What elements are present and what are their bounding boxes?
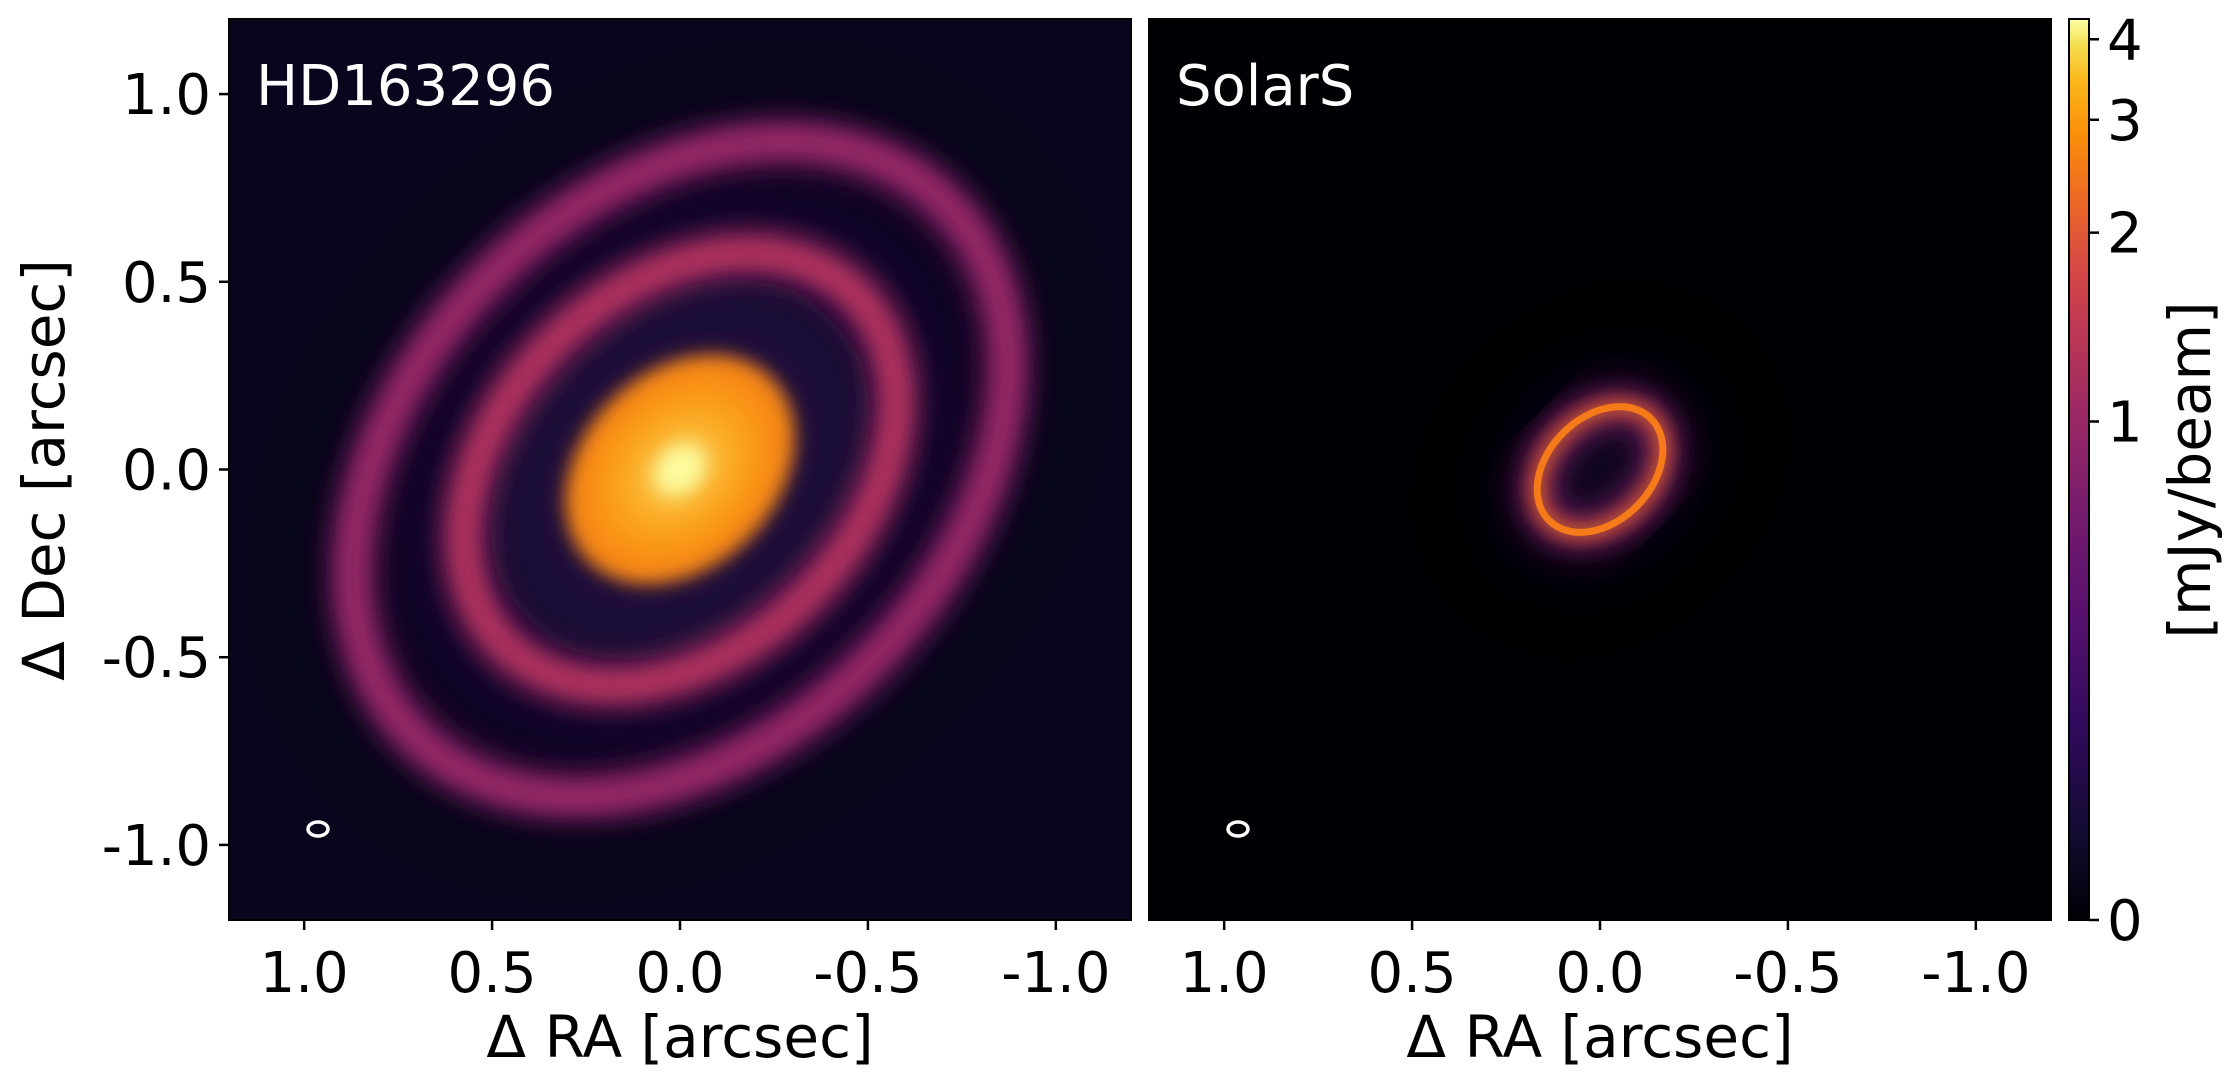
y-tick-label: 0.5 xyxy=(122,251,211,316)
x-tick-label: 0.5 xyxy=(448,941,537,1006)
x-tick-label: 1.0 xyxy=(260,941,349,1006)
plot-frame xyxy=(228,18,1132,921)
colorbar-tick-label: 3 xyxy=(2107,89,2143,154)
colorbar-tick-label: 4 xyxy=(2107,8,2143,73)
y-tick-label: 1.0 xyxy=(122,63,211,128)
panel-title-left: HD163296 xyxy=(256,54,555,119)
disk-image-left xyxy=(265,55,1095,884)
x-tick-label: -0.5 xyxy=(813,941,922,1006)
colorbar-label: [mJy/beam] xyxy=(2156,301,2224,638)
outer-ring-core xyxy=(343,132,1017,807)
panel-right: SolarS xyxy=(1149,19,2051,920)
y-tick-label: -1.0 xyxy=(102,814,211,879)
middle-ring-core xyxy=(455,245,905,694)
ring-core xyxy=(1533,403,1667,536)
x-tick-label: -1.0 xyxy=(1921,941,2030,1006)
colorbar-tick-label: 0 xyxy=(2107,889,2143,954)
panel-title-right: SolarS xyxy=(1176,54,1354,119)
x-axis-label-left: Δ RA [arcsec] xyxy=(486,1003,873,1071)
x-tick-label: -0.5 xyxy=(1733,941,1842,1006)
colorbar-tick-label: 2 xyxy=(2107,202,2143,267)
colorbar-ticks: 0 1 2 3 4 xyxy=(2089,8,2143,954)
plot-frame xyxy=(1148,18,2052,921)
faint-halo xyxy=(1468,337,1732,602)
x-tick-label: 0.0 xyxy=(1555,941,1644,1006)
colorbar-tick-label: 1 xyxy=(2107,390,2143,455)
center-spot xyxy=(656,446,704,493)
colorbar-gradient xyxy=(2068,18,2090,921)
x-tick-label: 0.5 xyxy=(1368,941,1457,1006)
x-axis-label-right: Δ RA [arcsec] xyxy=(1406,1003,1793,1071)
beam-left xyxy=(306,820,330,838)
panel-left: HD163296 xyxy=(229,19,1131,920)
beam-right xyxy=(1226,820,1250,838)
y-tick-label: 0.0 xyxy=(122,439,211,504)
axes: 1.0 0.5 0.0 -0.5 -1.0 1.0 0.5 0.0 -0.5 -1.0 1.0 0.5… xyxy=(102,18,2052,1006)
colorbar: 0 1 2 3 4 [mJy/beam] xyxy=(2068,8,2224,954)
y-axis-label: Δ Dec [arcsec] xyxy=(10,259,78,681)
y-tick-label: -0.5 xyxy=(102,626,211,691)
x-tick-label: 0.0 xyxy=(635,941,724,1006)
x-tick-label: -1.0 xyxy=(1001,941,1110,1006)
disk-image-right xyxy=(1468,337,1732,602)
x-tick-label: 1.0 xyxy=(1180,941,1269,1006)
